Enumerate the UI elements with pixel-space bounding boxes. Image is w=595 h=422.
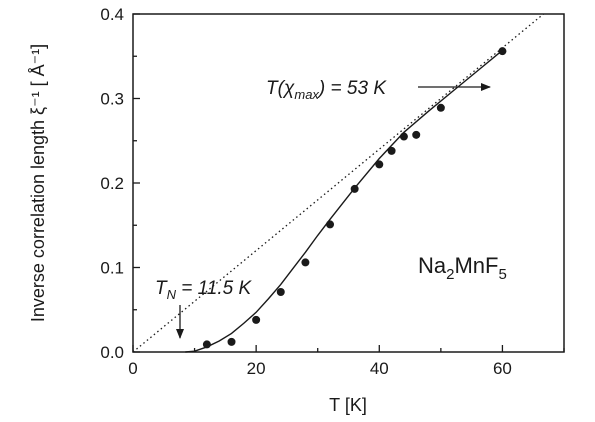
data-point xyxy=(227,337,236,346)
data-point xyxy=(387,146,396,155)
tneel-annotation: TN = 11.5 K xyxy=(155,278,253,302)
data-point xyxy=(301,258,310,267)
compound-label: Na2MnF5 xyxy=(418,253,507,283)
y-axis-ticks: 0.0 0.1 0.2 0.3 0.4 xyxy=(100,5,140,362)
data-point xyxy=(436,103,445,112)
x-tick-label: 0 xyxy=(128,359,137,378)
data-point xyxy=(412,130,421,139)
data-point xyxy=(276,288,285,297)
y-tick-label: 0.2 xyxy=(100,174,124,193)
plot-frame xyxy=(132,13,565,353)
x-axis-label: T [K] xyxy=(329,395,367,415)
data-point xyxy=(498,47,507,56)
data-point xyxy=(252,315,261,324)
data-point xyxy=(350,184,359,193)
data-point xyxy=(399,132,408,141)
y-tick-label: 0.4 xyxy=(100,5,124,24)
data-points xyxy=(202,47,507,349)
y-tick-label: 0.0 xyxy=(100,343,124,362)
fit-curve xyxy=(185,49,503,353)
reference-line xyxy=(132,13,544,353)
y-axis-label: Inverse correlation length ξ⁻¹ [ Å⁻¹] xyxy=(28,44,48,322)
data-point xyxy=(375,160,384,169)
x-tick-label: 40 xyxy=(370,359,389,378)
x-tick-label: 60 xyxy=(493,359,512,378)
data-point xyxy=(202,340,211,349)
x-axis-ticks: 0 20 40 60 xyxy=(128,345,565,378)
y-tick-label: 0.3 xyxy=(100,90,124,109)
y-tick-label: 0.1 xyxy=(100,259,124,278)
data-point xyxy=(326,220,335,229)
tchimax-annotation: T(χmax) = 53 K xyxy=(266,78,387,102)
x-tick-label: 20 xyxy=(247,359,266,378)
